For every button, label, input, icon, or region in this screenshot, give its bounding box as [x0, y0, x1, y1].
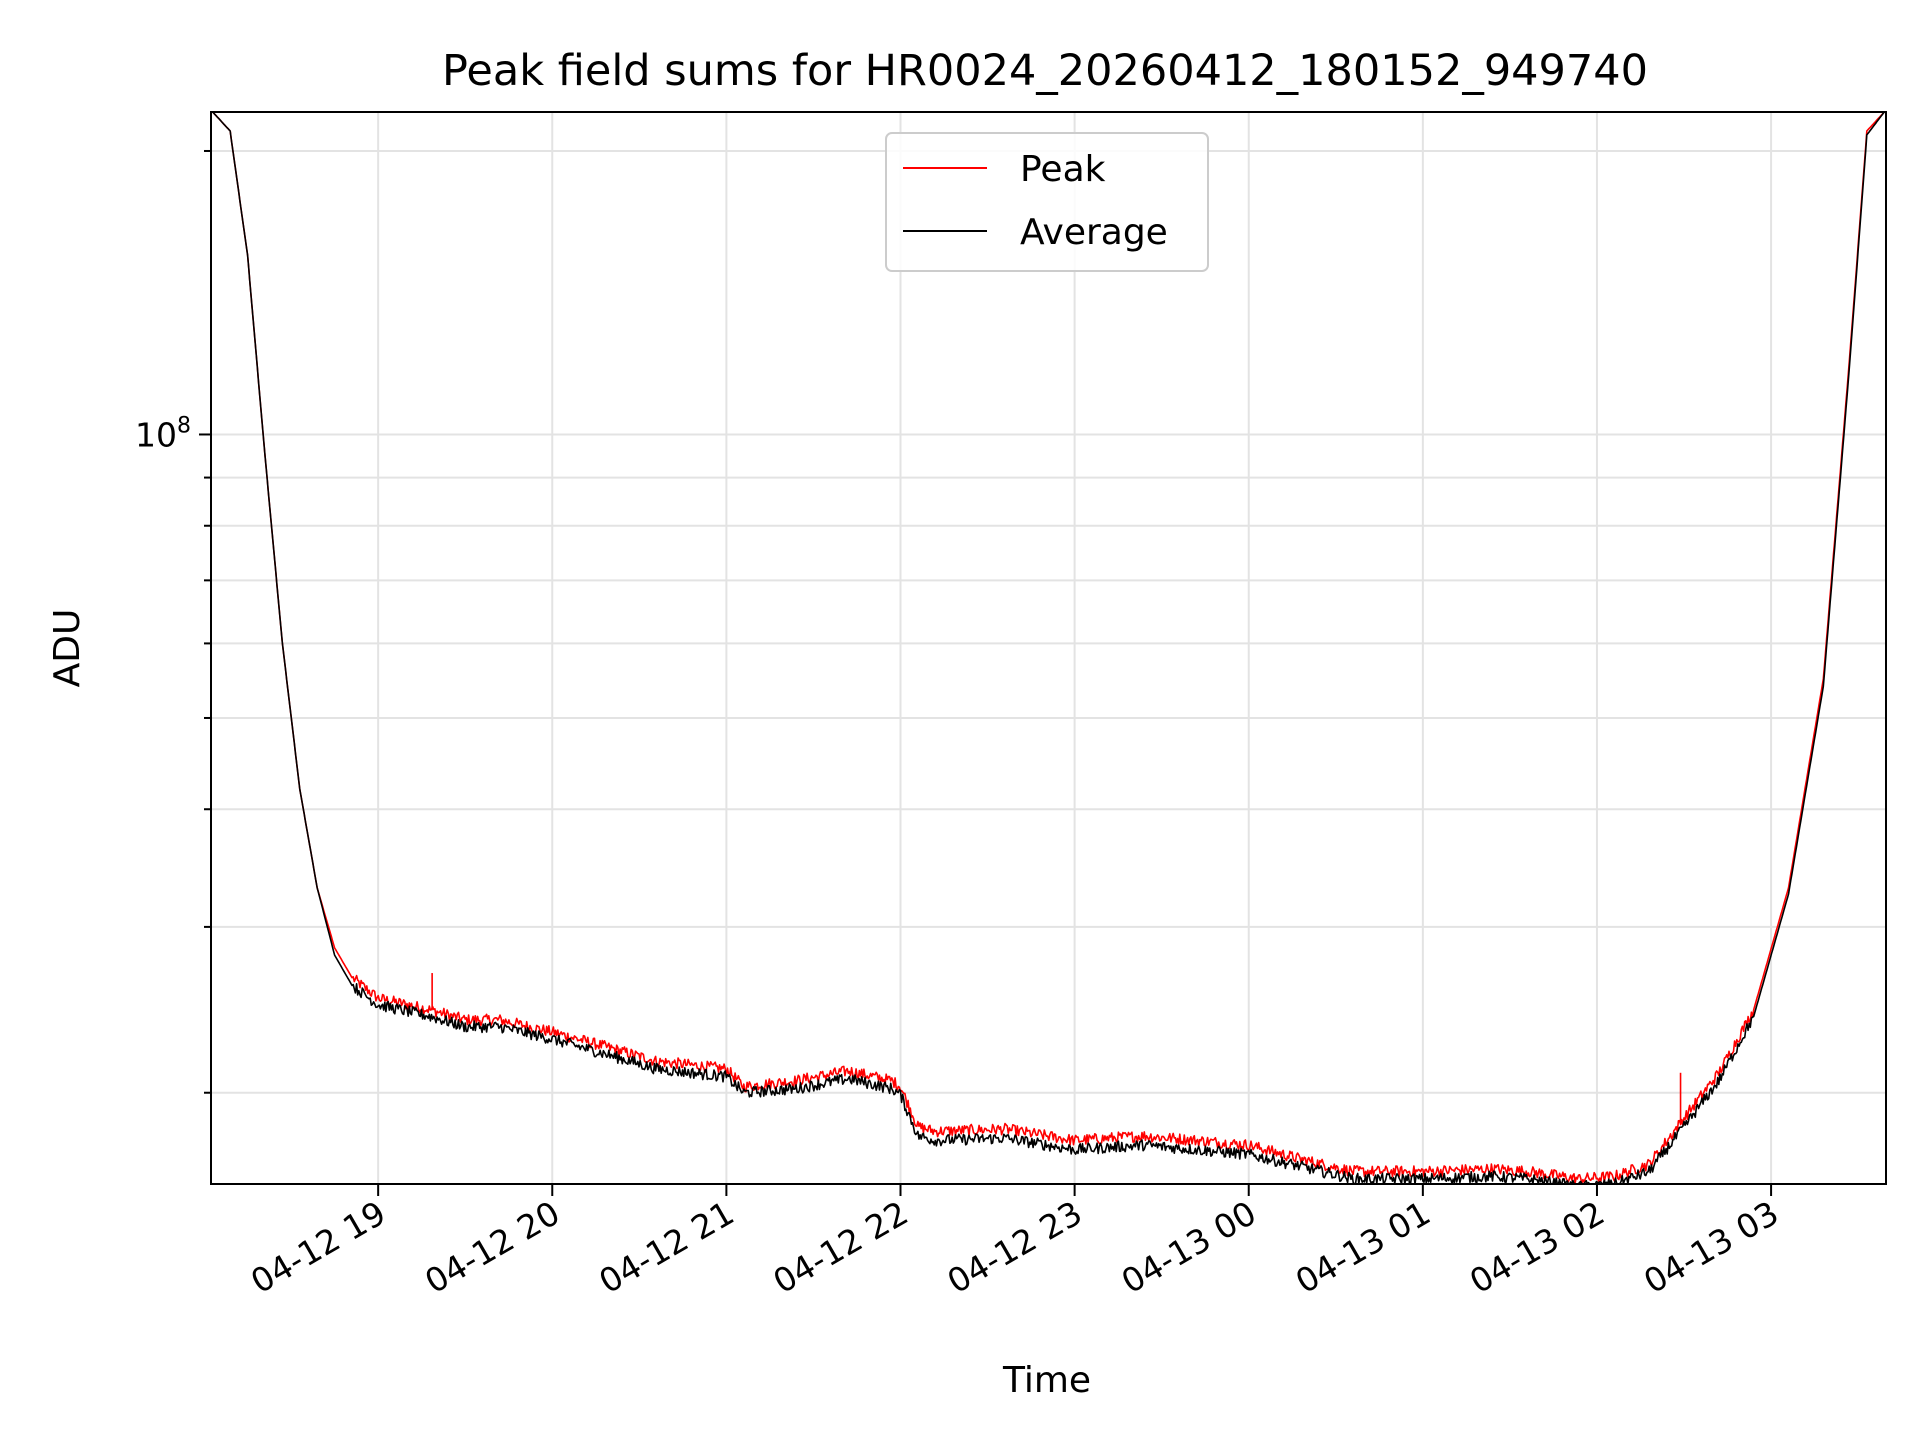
legend-label-peak: Peak	[1020, 149, 1106, 190]
chart-title: Peak field sums for HR0024_20260412_1801…	[442, 46, 1648, 96]
plot-area	[210, 111, 1887, 1185]
grid-layer	[211, 112, 1886, 1184]
legend: Peak Average	[885, 132, 1209, 272]
x-axis-label: Time	[1002, 1360, 1091, 1401]
y-axis-label: ADU	[47, 609, 88, 688]
series-layer	[212, 111, 1885, 1185]
series-line-average	[212, 111, 1885, 1185]
plot-frame	[210, 111, 1887, 1185]
legend-label-average: Average	[1020, 212, 1168, 253]
